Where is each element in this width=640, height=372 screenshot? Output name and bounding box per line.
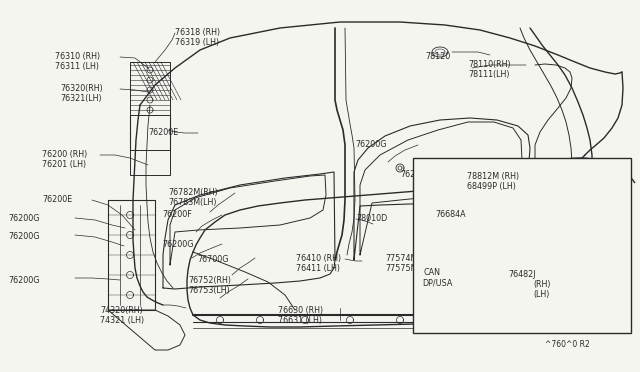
Text: 76200G: 76200G (8, 214, 40, 223)
Text: 76200E: 76200E (42, 195, 72, 204)
Text: 76319 (LH): 76319 (LH) (175, 38, 219, 47)
Text: 78010D: 78010D (356, 214, 387, 223)
Text: 76631 (LH): 76631 (LH) (278, 316, 322, 325)
Text: 76684A: 76684A (435, 210, 466, 219)
Text: 76200G: 76200G (8, 232, 40, 241)
Text: 78110(RH): 78110(RH) (468, 60, 511, 69)
Text: 76482J: 76482J (508, 270, 536, 279)
Text: DP/USA: DP/USA (422, 278, 452, 287)
Text: 76201 (LH): 76201 (LH) (42, 160, 86, 169)
Text: 76310 (RH): 76310 (RH) (55, 52, 100, 61)
Text: CAN: CAN (424, 268, 441, 277)
Text: 76630 (RH): 76630 (RH) (278, 306, 323, 315)
Text: 76782M(RH): 76782M(RH) (168, 188, 218, 197)
Bar (413, 158, 631, 333)
Text: 78120: 78120 (425, 52, 451, 61)
Text: 76410 (RH): 76410 (RH) (296, 254, 341, 263)
Text: 76753(LH): 76753(LH) (188, 286, 230, 295)
Text: (LH): (LH) (533, 290, 549, 299)
Text: 76200G: 76200G (162, 240, 193, 249)
Text: 76200E: 76200E (148, 128, 179, 137)
Text: 76311 (LH): 76311 (LH) (55, 62, 99, 71)
Text: 74320(RH): 74320(RH) (100, 306, 143, 315)
Text: (RH): (RH) (533, 280, 550, 289)
Text: 76411 (LH): 76411 (LH) (296, 264, 340, 273)
Text: 78812M (RH): 78812M (RH) (467, 172, 519, 181)
Text: 76752(RH): 76752(RH) (188, 276, 231, 285)
Text: 77575M(LH): 77575M(LH) (385, 264, 434, 273)
Text: 76200 (RH): 76200 (RH) (42, 150, 87, 159)
Text: 76318 (RH): 76318 (RH) (175, 28, 220, 37)
Text: 76200G: 76200G (8, 276, 40, 285)
Text: 76200F: 76200F (162, 210, 192, 219)
Text: 68499P (LH): 68499P (LH) (467, 182, 516, 191)
Text: 74321 (LH): 74321 (LH) (100, 316, 144, 325)
Text: 76700G: 76700G (197, 255, 228, 264)
Text: ^760^0 R2: ^760^0 R2 (545, 340, 589, 349)
Text: 76200G: 76200G (400, 170, 431, 179)
Text: 78111(LH): 78111(LH) (468, 70, 509, 79)
Text: 76321(LH): 76321(LH) (60, 94, 102, 103)
Text: 76320(RH): 76320(RH) (60, 84, 103, 93)
Text: 76783M(LH): 76783M(LH) (168, 198, 216, 207)
Text: 77574M(RH): 77574M(RH) (385, 254, 435, 263)
Text: 76200G: 76200G (355, 140, 387, 149)
